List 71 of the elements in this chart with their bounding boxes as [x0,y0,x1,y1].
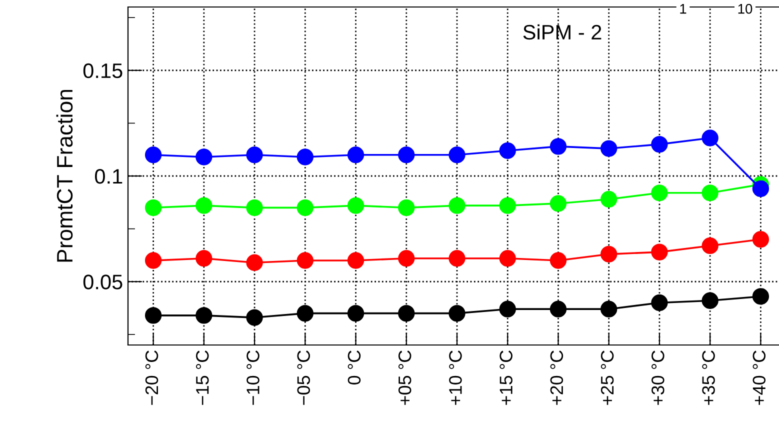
x-tick-label: −15 °C [196,350,209,405]
point [702,130,718,146]
point [296,252,314,269]
point [196,148,212,166]
x-tick-label: +05 °C [398,350,412,405]
point [550,252,567,269]
point [550,195,567,212]
text: SiPM - 2 [523,24,602,40]
point [196,197,212,214]
y-tick-label: 0.1 [94,169,122,184]
point [196,307,212,324]
point [499,250,516,267]
point [144,199,162,216]
point [398,199,415,216]
point [702,184,718,202]
point [499,142,516,159]
x-tick-label: +30 °C [652,350,664,405]
point [296,199,314,216]
x-tick-label: +35 °C [702,350,715,405]
y-axis-title: PromtCT Fraction [56,90,73,262]
point [702,292,718,309]
point [448,197,466,214]
annotation: 10 [738,4,752,14]
point [600,246,618,262]
point [347,146,364,164]
x-tick-label: −20 °C [145,350,158,405]
x-tick-label: +40 °C [752,350,766,405]
x-tick-label: +25 °C [600,350,614,405]
point [702,237,718,254]
point [196,250,212,267]
point [448,146,466,164]
y-tick-label: 0.05 [83,274,122,290]
point [651,294,668,312]
point [398,250,415,267]
point [296,148,314,166]
point [550,138,567,155]
point [144,146,162,164]
point [144,307,162,324]
point [550,300,567,318]
y-tick-label: 0.15 [83,63,122,78]
point [448,304,466,322]
point [398,304,415,322]
point [398,146,415,164]
x-tick-label: 0 °C [348,350,361,384]
x-tick-label: +15 °C [500,350,512,405]
point [499,197,516,214]
point [246,199,263,216]
point [448,250,466,267]
point [752,231,770,248]
point [347,304,364,322]
point [246,254,263,271]
x-tick-label: −10 °C [246,350,260,405]
point [752,180,770,198]
x-tick-label: +10 °C [449,350,462,405]
point [246,146,263,164]
point [347,197,364,214]
point [296,304,314,322]
point [347,252,364,269]
point [600,190,618,208]
x-tick-label: −05 °C [297,350,310,405]
annotation: 1 [680,4,686,14]
point [600,140,618,157]
point [246,309,263,326]
point [651,184,668,202]
point [651,136,668,153]
x-tick-label: +20 °C [550,350,564,405]
point [144,252,162,269]
point [651,244,668,260]
point [499,300,516,318]
point [600,300,618,318]
point [752,288,770,305]
